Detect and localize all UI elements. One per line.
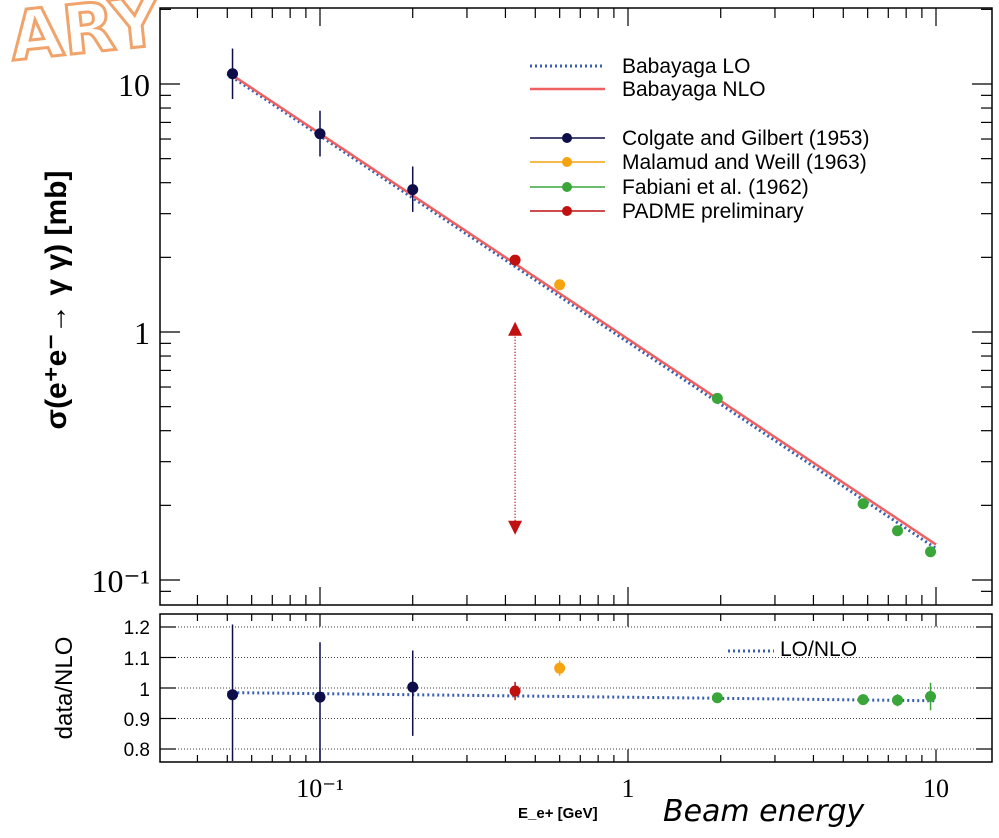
nlo-line bbox=[226, 70, 937, 546]
x-tick-label-1: 1 bbox=[622, 774, 635, 803]
data-point bbox=[509, 254, 521, 266]
ratio-point bbox=[509, 685, 521, 697]
y-axis-label: σ(e⁺e⁻→ γ γ) [mb] bbox=[40, 171, 73, 430]
data-point bbox=[407, 184, 419, 196]
legend-label-lo: Babayaga LO bbox=[622, 55, 750, 78]
arrow-head-down bbox=[508, 520, 523, 535]
data-point bbox=[711, 392, 723, 404]
ratio-point bbox=[407, 681, 419, 693]
data-point bbox=[554, 279, 566, 291]
ratio-plot-frame bbox=[159, 613, 993, 763]
data-point bbox=[892, 525, 904, 537]
legend-label-fabiani: Fabiani et al. (1962) bbox=[622, 176, 809, 199]
y-tick-label-1: 1 bbox=[134, 315, 150, 351]
ratio-point bbox=[227, 689, 239, 701]
data-point bbox=[857, 498, 869, 510]
x-tick-label-0.1: 10⁻¹ bbox=[296, 774, 344, 803]
legend-label-nlo: Babayaga NLO bbox=[622, 78, 766, 101]
beam-energy-caption: Beam energy bbox=[663, 794, 865, 829]
data-point bbox=[925, 546, 937, 558]
ratio-point bbox=[925, 691, 937, 703]
ratio-tick-1.1: 1.1 bbox=[124, 649, 150, 670]
y-tick-label-0.1: 10⁻¹ bbox=[92, 563, 150, 599]
ratio-tick-1.2: 1.2 bbox=[124, 618, 150, 639]
legend-label-malamud: Malamud and Weill (1963) bbox=[622, 151, 867, 174]
main-plot-frame bbox=[159, 7, 993, 606]
ratio-grid bbox=[160, 626, 992, 750]
main-data-points bbox=[227, 48, 937, 558]
y-tick-label-10: 10 bbox=[118, 67, 150, 103]
ratio-y-axis-label: data/NLO bbox=[51, 637, 78, 740]
main-legend: Babayaga LO Babayaga NLO Colgate and Gil… bbox=[530, 55, 869, 223]
legend-marker-colgate bbox=[562, 133, 572, 143]
ratio-lines bbox=[227, 691, 937, 703]
ratio-point bbox=[857, 694, 869, 706]
ratio-data-points bbox=[227, 624, 937, 761]
legend-label-padme: PADME preliminary bbox=[622, 200, 804, 223]
ratio-tick-1: 1 bbox=[139, 680, 150, 701]
main-theory-lines bbox=[226, 70, 937, 550]
lo-nlo-ratio-line bbox=[227, 691, 937, 703]
ratio-tick-0.8: 0.8 bbox=[124, 740, 150, 761]
legend-marker-malamud bbox=[562, 157, 572, 167]
ratio-point bbox=[711, 692, 723, 704]
ratio-tick-0.9: 0.9 bbox=[124, 710, 150, 731]
legend-marker-fabiani bbox=[562, 182, 572, 192]
ratio-legend-label: LO/NLO bbox=[780, 638, 857, 661]
x-axis-label: E_e+ [GeV] bbox=[518, 805, 598, 822]
data-point bbox=[314, 128, 326, 140]
data-point bbox=[227, 68, 239, 80]
legend-marker-padme bbox=[562, 206, 572, 216]
legend-label-colgate: Colgate and Gilbert (1953) bbox=[622, 127, 869, 150]
preliminary-banner: ARY bbox=[6, 0, 165, 77]
arrow-head-up bbox=[508, 321, 523, 336]
lo-line bbox=[226, 72, 937, 550]
ratio-point bbox=[892, 694, 904, 706]
main-axis-ticks bbox=[160, 8, 992, 605]
range-arrow bbox=[508, 321, 523, 535]
ratio-point bbox=[314, 691, 326, 703]
ratio-legend: LO/NLO bbox=[728, 638, 857, 661]
ratio-axis-ticks bbox=[160, 614, 992, 762]
x-tick-label-10: 10 bbox=[923, 774, 949, 803]
ratio-point bbox=[554, 662, 566, 674]
